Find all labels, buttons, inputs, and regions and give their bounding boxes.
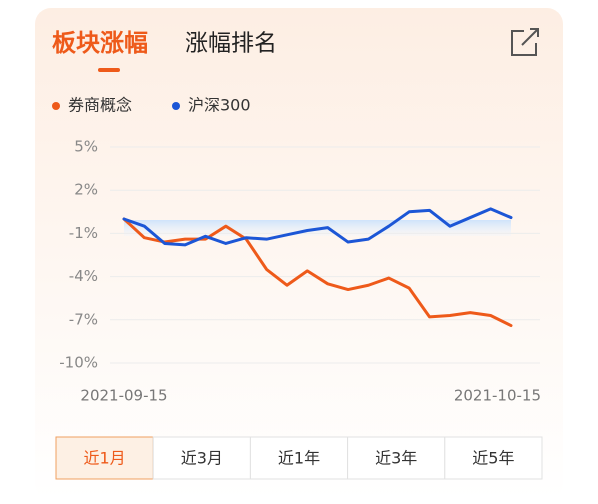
legend-label: 券商概念 [68, 96, 132, 115]
range-label: 近3年 [375, 449, 417, 468]
range-buttons: 近1月 近3月 近1年 近3年 近5年 [55, 436, 543, 480]
series-line [122, 207, 513, 247]
range-button[interactable] [444, 436, 543, 480]
range-label: 近1年 [278, 449, 320, 468]
tab[interactable]: 涨幅排名 [185, 31, 277, 57]
y-tick-label: 2% [74, 181, 98, 199]
y-tick-label: -1% [69, 224, 98, 242]
range-label: 近1月 [84, 449, 126, 468]
legend-dot [172, 102, 180, 110]
series-line [122, 217, 513, 328]
share-icon[interactable] [511, 28, 539, 56]
tab-active[interactable]: 板块涨幅 [52, 29, 148, 57]
y-tick-label: -4% [69, 267, 98, 285]
range-label: 近3月 [181, 449, 223, 468]
plot: 5% 2% -1% -4% -7% -10% 2021-09-15 2021-10-15 券商概… [52, 96, 541, 405]
card [35, 8, 563, 500]
tab-underline [98, 68, 120, 72]
x-tick-label: 2021-09-15 [80, 387, 167, 405]
y-tick-label: 5% [74, 138, 98, 156]
range-label: 近5年 [472, 449, 514, 468]
y-tick-label: -7% [69, 310, 98, 328]
share-arrow [521, 28, 539, 46]
range-button[interactable] [55, 436, 154, 480]
legend-label: 沪深300 [188, 96, 251, 115]
range-button[interactable] [152, 436, 251, 480]
y-tick-label: -10% [59, 354, 98, 372]
legend-dot [52, 102, 60, 110]
share-box [511, 30, 537, 56]
range-button[interactable] [347, 436, 446, 480]
x-tick-label: 2021-10-15 [454, 387, 541, 405]
